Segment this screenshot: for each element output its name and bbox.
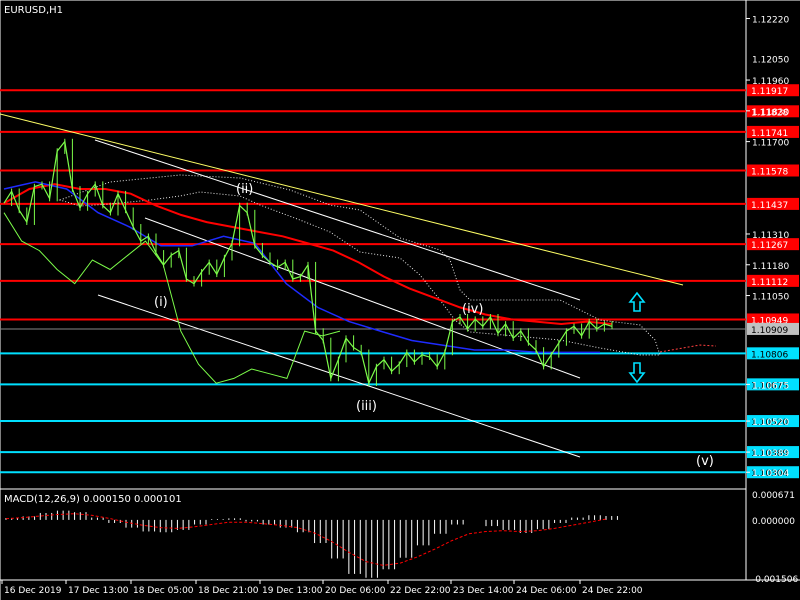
support-level-1-tag: 1.10675 (747, 378, 799, 391)
price-series (3, 138, 613, 387)
moving-averages (3, 181, 613, 354)
resistance-level-0-tag: 1.11917 (747, 84, 799, 97)
wave-label-iii: (iii) (356, 399, 377, 414)
up-arrow-icon[interactable] (628, 291, 646, 312)
cloud-area-2 (659, 344, 717, 353)
svg-text:1.11112: 1.11112 (751, 278, 788, 288)
time-tick-label: 23 Dec 14:00 (453, 586, 514, 596)
trend-lines (0, 113, 684, 458)
svg-text:1.10909: 1.10909 (751, 326, 788, 336)
elliott-wave-labels: (i) (ii) (iii) (iv) (v) (154, 182, 714, 469)
svg-text:1.11578: 1.11578 (751, 168, 788, 178)
time-tick-label: 17 Dec 13:00 (68, 586, 129, 596)
resistance-level-1-tag: 1.11828 (747, 105, 799, 118)
svg-text:1.11741: 1.11741 (751, 129, 788, 139)
time-tick-label: 24 Dec 22:00 (582, 586, 643, 596)
svg-text:1.10949: 1.10949 (751, 316, 788, 326)
support-level-0-tag: 1.10806 (747, 347, 799, 360)
resistance-level-5-tag: 1.11267 (747, 238, 799, 251)
macd-panel: 0.000671 0.000000 -0.001506 (5, 491, 798, 585)
time-tick-label: 22 Dec 22:00 (390, 586, 451, 596)
wave-label-iv: (iv) (462, 302, 483, 317)
time-tick-label: 20 Dec 06:00 (325, 586, 386, 596)
blue-moving-average[interactable] (3, 181, 600, 354)
down-arrow-icon[interactable] (628, 362, 646, 384)
price-tick-label-partial: 1.12050 (752, 56, 789, 66)
current-price-tag: 1.10909 (747, 322, 799, 336)
channel-upper-line[interactable] (94, 139, 581, 301)
support-level-2-tag: 1.10520 (747, 415, 799, 428)
lagging-span-line (3, 212, 341, 384)
svg-text:1.10304: 1.10304 (751, 469, 788, 479)
wave-label-i: (i) (154, 295, 168, 310)
svg-text:1.10806: 1.10806 (751, 350, 788, 360)
svg-text:1.11267: 1.11267 (751, 241, 788, 251)
time-tick-label: 19 Dec 13:00 (262, 586, 323, 596)
support-level-4-tag: 1.10304 (747, 466, 799, 479)
macd-tick-label: -0.001506 (752, 575, 798, 585)
resistance-level-6-tag: 1.11112 (747, 274, 799, 288)
price-tick-label: 1.11700 (752, 139, 789, 149)
macd-tick-label: 0.000671 (752, 491, 795, 501)
chart-title: EURUSD,H1 (4, 5, 63, 16)
lagging-line (3, 212, 341, 384)
level-lines (0, 89, 746, 474)
channel-middle-line[interactable] (144, 217, 581, 379)
price-tick-label: 1.10520 (752, 418, 789, 428)
svg-text:1.10675: 1.10675 (751, 381, 788, 391)
time-tick-label: 18 Dec 05:00 (133, 586, 194, 596)
svg-text:1.10520: 1.10520 (751, 418, 788, 428)
price-tick-label: 1.11960 (752, 77, 789, 87)
red-moving-average[interactable] (3, 183, 613, 326)
svg-text:1.11917: 1.11917 (751, 87, 788, 97)
price-tick-label: 1.11050 (752, 293, 789, 303)
svg-text:1.11437: 1.11437 (751, 201, 788, 211)
price-tick-label: 1.11310 (752, 231, 789, 241)
time-tick-label: 24 Dec 06:00 (516, 586, 577, 596)
price-tick-label: 1.10389 (752, 449, 789, 459)
svg-text:1.11828: 1.11828 (751, 108, 788, 118)
time-tick-label: 16 Dec 2019 (4, 586, 62, 596)
ichimoku-cloud (58, 174, 717, 356)
yellow-trendline[interactable] (0, 113, 684, 286)
svg-text:1.10389: 1.10389 (751, 449, 788, 459)
wave-label-v: (v) (696, 454, 714, 469)
support-level-3-tag: 1.10389 (747, 446, 799, 459)
price-tick-label: 1.10675 (752, 381, 789, 391)
time-axis: 16 Dec 2019 17 Dec 13:00 18 Dec 05:00 18 De… (1, 580, 643, 596)
price-tick-label: 1.11180 (752, 262, 789, 272)
resistance-level-2-tag: 1.11741 (747, 125, 799, 139)
price-tick-label: 1.10304 (752, 469, 789, 479)
macd-tick-label: 0.000000 (752, 517, 795, 527)
macd-signal-line (5, 513, 607, 566)
price-axis: 1.11917 1.11828 1.11741 1.11578 1.11437 1.112… (746, 15, 799, 479)
time-tick-label: 18 Dec 21:00 (198, 586, 259, 596)
price-tick-label: 1.11830 (752, 108, 789, 118)
macd-label: MACD(12,26,9) 0.000150 0.000101 (4, 494, 182, 505)
resistance-level-3-tag: 1.11578 (747, 164, 799, 178)
cloud-area-1 (58, 174, 661, 356)
price-tick-label: 1.12220 (752, 15, 789, 25)
resistance-level-7-tag: 1.10949 (747, 313, 799, 326)
resistance-level-4-tag: 1.11437 (747, 197, 799, 211)
wave-label-ii: (ii) (236, 182, 253, 197)
